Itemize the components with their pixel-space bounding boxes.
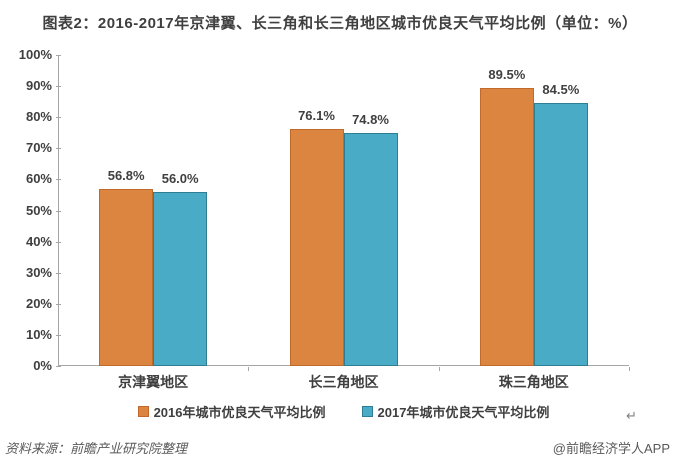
y-axis-tick-label: 30% [25, 264, 52, 280]
y-axis-tick-mark [56, 55, 61, 56]
y-axis-tick-label: 50% [25, 202, 52, 218]
y-axis-tick-mark [56, 210, 61, 212]
y-axis-tick-label: 40% [25, 233, 52, 249]
bar-value-label: 56.0% [161, 170, 199, 186]
y-axis-tick-mark [56, 303, 61, 305]
bar-2016年-长三角地区 [289, 129, 344, 366]
watermark: @前瞻经济学人APP [552, 441, 670, 456]
y-axis-tick-mark [56, 241, 61, 243]
legend-item-2017: 2017年城市优良天气平均比例 [361, 402, 550, 421]
x-axis-category-label: 珠三角地区 [498, 374, 569, 390]
y-axis-tick-mark [56, 179, 61, 181]
y-axis-tick-label: 80% [25, 109, 52, 125]
x-axis-tick-mark [438, 367, 440, 371]
x-axis-tick-mark [248, 367, 250, 371]
bar-value-label: 74.8% [352, 112, 389, 128]
y-axis-tick-mark [56, 272, 61, 274]
chart-title: 图表2：2016-2017年京津翼、长三角和长三角地区城市优良天气平均比例（单位… [42, 15, 638, 32]
y-axis-tick-mark [56, 148, 61, 150]
y-axis-tick-mark [56, 86, 61, 88]
legend-swatch-2017-icon [361, 406, 373, 417]
y-axis-tick-label: 100% [18, 47, 52, 62]
bar-2017年-京津翼地区 [153, 191, 208, 366]
bar-value-label: 56.8% [107, 168, 145, 184]
legend-label-2016: 2016年城市优良天气平均比例 [153, 405, 326, 420]
y-axis-tick-label: 10% [25, 326, 52, 342]
y-axis-tick-mark [56, 366, 61, 367]
legend-item-2016: 2016年城市优良天气平均比例 [137, 402, 326, 421]
y-axis-tick-label: 70% [25, 140, 52, 156]
legend-swatch-2016-icon [137, 406, 149, 417]
bar-2017年-长三角地区 [343, 133, 398, 366]
bar-2016年-珠三角地区 [479, 87, 534, 366]
x-axis-category-label: 长三角地区 [308, 374, 379, 390]
x-axis-category-label: 京津翼地区 [118, 374, 189, 390]
y-axis-tick-mark [56, 334, 61, 336]
y-axis-tick-label: 60% [25, 171, 52, 187]
legend: 2016年城市优良天气平均比例 2017年城市优良天气平均比例 [58, 402, 629, 421]
return-arrow-icon: ↵ [626, 408, 637, 423]
y-axis-tick-label: 90% [25, 78, 52, 94]
y-axis-tick-label: 20% [25, 295, 52, 311]
bar-2017年-珠三角地区 [533, 103, 588, 366]
legend-label-2017: 2017年城市优良天气平均比例 [377, 405, 550, 420]
bar-value-label: 89.5% [488, 66, 526, 82]
x-axis-tick-mark [629, 367, 630, 371]
y-axis-tick-mark [56, 117, 61, 119]
y-axis-tick-label: 0% [33, 358, 52, 373]
bar-value-label: 84.5% [542, 82, 580, 98]
bar-value-label: 76.1% [298, 108, 335, 124]
bar-2016年-京津翼地区 [99, 189, 154, 366]
source-note: 资料来源：前瞻产业研究院整理 [5, 441, 188, 456]
